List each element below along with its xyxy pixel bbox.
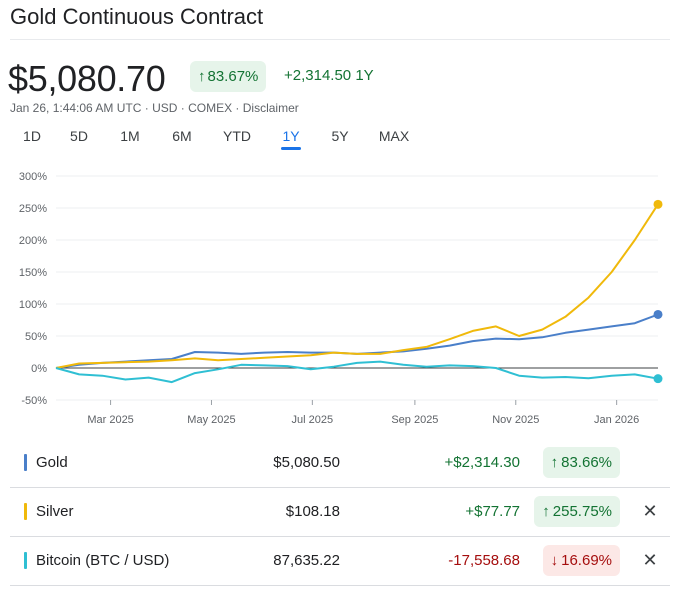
tab-label: YTD bbox=[223, 128, 251, 144]
tab-label: 1M bbox=[120, 128, 140, 144]
change-abs-value: +2,314.50 bbox=[284, 67, 352, 84]
current-price: $5,080.70 bbox=[8, 58, 166, 99]
asset-change-pct-badge: ↓ 16.69% bbox=[542, 545, 620, 576]
tab-max[interactable]: MAX bbox=[364, 128, 424, 150]
arrow-up-icon: ↑ bbox=[542, 503, 550, 520]
x-tick-label: Nov 2025 bbox=[492, 414, 539, 426]
page-title: Gold Continuous Contract bbox=[10, 4, 264, 29]
change-absolute: +2,314.50 1Y bbox=[284, 67, 374, 84]
asset-price: 87,635.22 bbox=[273, 552, 340, 569]
tab-1y[interactable]: 1Y bbox=[266, 128, 316, 150]
asset-change-pct-badge: ↑ 83.66% bbox=[542, 447, 620, 478]
range-tabs: 1D 5D 1M 6M YTD 1Y 5Y MAX bbox=[10, 128, 424, 150]
y-tick-label: 100% bbox=[19, 299, 47, 311]
remove-comparison-icon[interactable]: ✕ bbox=[642, 550, 658, 570]
x-tick-label: Mar 2025 bbox=[87, 414, 133, 426]
asset-price: $5,080.50 bbox=[273, 454, 340, 471]
asset-change-abs: -17,558.68 bbox=[448, 552, 520, 569]
y-tick-label: 50% bbox=[25, 331, 47, 343]
price-meta[interactable]: Jan 26, 1:44:06 AM UTC · USD · COMEX · D… bbox=[10, 101, 299, 115]
gold-series-line bbox=[55, 313, 659, 369]
tab-active-indicator bbox=[281, 147, 301, 150]
tab-label: 1D bbox=[23, 128, 41, 144]
tab-5d[interactable]: 5D bbox=[54, 128, 104, 150]
y-tick-label: 150% bbox=[19, 267, 47, 279]
arrow-down-icon: ↓ bbox=[550, 552, 559, 569]
tab-label: MAX bbox=[378, 128, 410, 144]
x-tick-label: Jan 2026 bbox=[594, 414, 639, 426]
comparison-row-gold[interactable]: Gold $5,080.50 +$2,314.30 ↑ 83.66% bbox=[10, 438, 670, 487]
asset-change-pct: 16.69% bbox=[561, 552, 612, 569]
silver-endpoint bbox=[653, 199, 663, 209]
series-color-marker bbox=[24, 454, 27, 471]
tab-5y[interactable]: 5Y bbox=[316, 128, 364, 150]
tab-label: 6M bbox=[172, 128, 192, 144]
y-tick-label: 250% bbox=[19, 203, 47, 215]
silver-series-line bbox=[55, 203, 659, 369]
gold-endpoint bbox=[653, 309, 663, 319]
x-tick-label: Jul 2025 bbox=[292, 414, 334, 426]
tab-6m[interactable]: 6M bbox=[156, 128, 208, 150]
change-percent: 83.67% bbox=[207, 68, 259, 85]
asset-change-abs: +$77.77 bbox=[465, 503, 520, 520]
header-divider bbox=[10, 39, 670, 40]
asset-name: Bitcoin (BTC / USD) bbox=[36, 552, 170, 569]
row-divider bbox=[10, 487, 670, 488]
asset-change-pct-badge: ↑ 255.75% bbox=[534, 496, 620, 527]
change-percent-badge: ↑ 83.67% bbox=[190, 61, 267, 92]
y-tick-label: -50% bbox=[21, 395, 47, 407]
y-tick-label: 300% bbox=[19, 171, 47, 183]
bitcoin-series-line bbox=[55, 360, 659, 384]
performance-chart[interactable]: 300% 250% 200% 150% 100% 50% 0% -50% Mar 2025 May… bbox=[0, 160, 678, 435]
x-tick-label: May 2025 bbox=[187, 414, 235, 426]
arrow-up-icon: ↑ bbox=[550, 454, 559, 471]
tab-label: 1Y bbox=[282, 128, 300, 144]
tab-ytd[interactable]: YTD bbox=[208, 128, 266, 150]
arrow-up-icon: ↑ bbox=[198, 68, 206, 85]
bitcoin-endpoint bbox=[653, 374, 663, 384]
remove-comparison-icon[interactable]: ✕ bbox=[642, 501, 658, 521]
comparison-row-silver[interactable]: Silver $108.18 +$77.77 ↑ 255.75% ✕ bbox=[10, 487, 670, 536]
asset-change-pct: 255.75% bbox=[552, 503, 612, 520]
change-period: 1Y bbox=[355, 67, 374, 84]
asset-name: Silver bbox=[36, 503, 74, 520]
asset-change-pct: 83.66% bbox=[561, 454, 612, 471]
comparison-row-bitcoin[interactable]: Bitcoin (BTC / USD) 87,635.22 -17,558.68 ↓ 1… bbox=[10, 536, 670, 585]
y-tick-label: 0% bbox=[31, 363, 47, 375]
series-color-marker bbox=[24, 503, 27, 520]
row-divider bbox=[10, 536, 670, 537]
y-tick-label: 200% bbox=[19, 235, 47, 247]
tab-label: 5D bbox=[70, 128, 88, 144]
tab-1m[interactable]: 1M bbox=[104, 128, 156, 150]
asset-name: Gold bbox=[36, 454, 68, 471]
x-tick-label: Sep 2025 bbox=[391, 414, 438, 426]
series-color-marker bbox=[24, 552, 27, 569]
tab-1d[interactable]: 1D bbox=[10, 128, 54, 150]
asset-change-abs: +$2,314.30 bbox=[444, 454, 521, 471]
asset-price: $108.18 bbox=[285, 503, 340, 520]
row-divider bbox=[10, 585, 670, 586]
tab-label: 5Y bbox=[331, 128, 349, 144]
